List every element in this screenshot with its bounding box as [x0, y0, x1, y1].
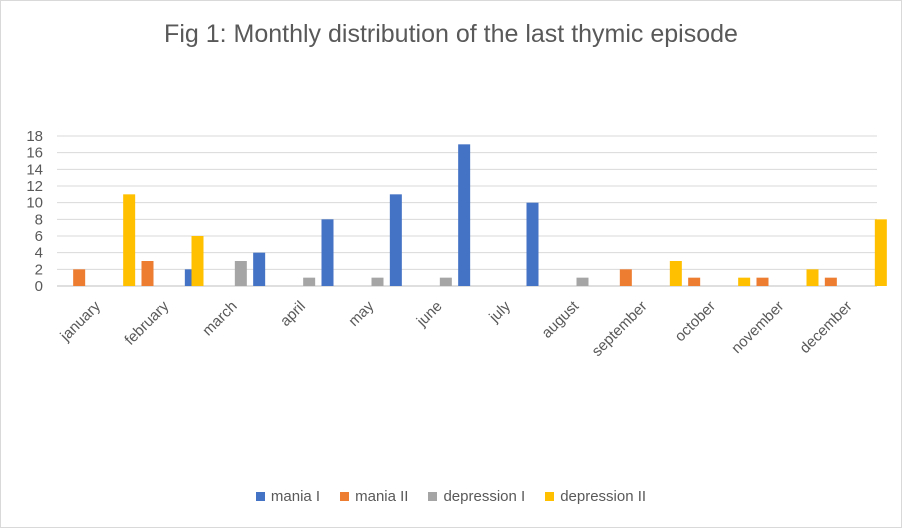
bar — [669, 261, 682, 286]
x-tick-label: september — [589, 298, 651, 360]
legend-label: depression II — [560, 488, 647, 505]
y-tick-label: 0 — [35, 278, 43, 295]
legend-item: mania I — [255, 488, 321, 505]
x-tick-label: december — [796, 298, 855, 357]
bar — [253, 252, 266, 286]
bar — [321, 219, 334, 286]
legend-item: mania II — [340, 488, 408, 505]
bar — [141, 261, 154, 286]
bar — [576, 277, 589, 286]
bar — [806, 269, 819, 286]
y-tick-label: 14 — [26, 161, 43, 178]
y-tick-label: 2 — [35, 261, 43, 278]
x-tick-label: october — [672, 298, 719, 345]
legend-item: depression II — [545, 488, 646, 505]
x-tick-label: may — [345, 297, 377, 329]
bar — [191, 236, 204, 286]
bar — [874, 219, 887, 286]
x-tick-label: march — [199, 298, 240, 339]
y-tick-label: 18 — [26, 128, 43, 145]
y-tick-label: 12 — [26, 178, 43, 195]
bar — [303, 277, 316, 286]
y-tick-label: 4 — [35, 245, 43, 262]
bar — [756, 277, 769, 286]
bar — [526, 202, 539, 286]
legend-swatch — [255, 492, 265, 501]
y-tick-label: 10 — [26, 195, 43, 212]
legend-item: depression I — [428, 488, 525, 505]
x-tick-label: june — [413, 298, 446, 331]
bar — [371, 277, 384, 286]
y-tick-label: 6 — [35, 228, 43, 245]
bar — [73, 269, 86, 286]
x-tick-label: january — [56, 297, 104, 345]
bar — [123, 194, 136, 286]
x-tick-label: november — [728, 298, 787, 357]
chart-title: Fig 1: Monthly distribution of the last … — [164, 20, 738, 48]
y-tick-label: 16 — [26, 145, 43, 162]
legend-swatch — [545, 492, 555, 501]
bar — [619, 269, 632, 286]
bar — [389, 194, 402, 286]
chart-legend: mania I mania II depression I depression II — [1, 488, 901, 505]
legend-label: depression I — [443, 488, 526, 505]
legend-label: mania II — [355, 488, 409, 505]
x-tick-label: august — [538, 297, 582, 341]
bar — [458, 144, 471, 286]
legend-swatch — [428, 492, 438, 501]
bar — [824, 277, 837, 286]
bar — [234, 261, 247, 286]
y-tick-label: 8 — [35, 211, 43, 228]
bar — [439, 277, 452, 286]
x-tick-label: february — [121, 297, 172, 348]
x-tick-label: april — [277, 298, 309, 330]
bar — [738, 277, 751, 286]
bar — [688, 277, 701, 286]
legend-swatch — [340, 492, 350, 501]
x-tick-label: july — [485, 297, 514, 326]
legend-label: mania I — [270, 488, 321, 505]
